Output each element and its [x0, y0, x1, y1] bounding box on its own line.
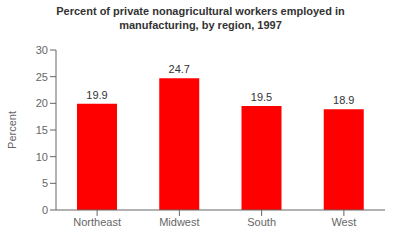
svg-text:25: 25: [36, 71, 48, 83]
svg-text:Midwest: Midwest: [159, 216, 199, 228]
html-text:Percent of private nonagricult: Percent of private nonagricultural worke…: [56, 5, 345, 17]
svg-text:Percent: Percent: [8, 111, 18, 149]
svg-text:19.9: 19.9: [86, 89, 107, 101]
svg-text:30: 30: [36, 44, 48, 56]
svg-text:15: 15: [36, 124, 48, 136]
svg-text:West: West: [331, 216, 356, 228]
html-text:manufacturing, by region, 1997: manufacturing, by region, 1997: [119, 19, 282, 31]
svg-text:10: 10: [36, 151, 48, 163]
svg-text:18.9: 18.9: [333, 94, 354, 106]
svg-text:20: 20: [36, 97, 48, 109]
svg-text:5: 5: [42, 177, 48, 189]
svg-text:South: South: [247, 216, 276, 228]
svg-text:Northeast: Northeast: [73, 216, 121, 228]
svg-text:0: 0: [42, 204, 48, 216]
svg-text:24.7: 24.7: [169, 63, 190, 75]
svg-text:19.5: 19.5: [251, 91, 272, 103]
